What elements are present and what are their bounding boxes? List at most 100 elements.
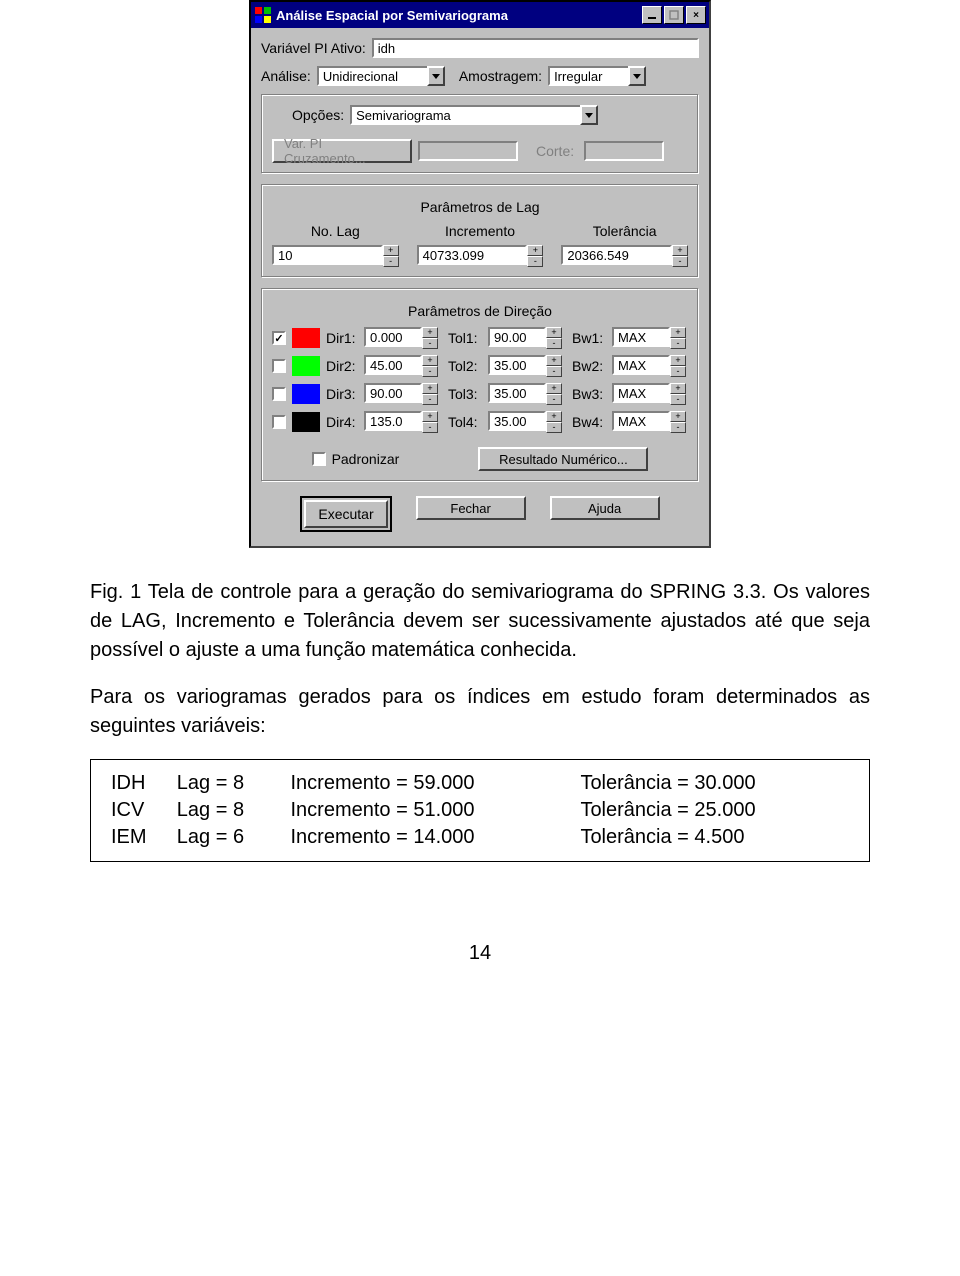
dir-spin[interactable]: 90.00+- [364,383,438,405]
direction-row: Dir3:90.00+-Tol3:35.00+-Bw3:MAX+- [272,383,688,405]
plus-icon[interactable]: + [546,355,562,366]
minus-icon[interactable]: - [546,394,562,405]
table-cell: IEM [107,824,173,851]
minus-icon[interactable]: - [527,256,543,267]
chevron-down-icon[interactable] [580,105,598,125]
dir-spin[interactable]: 0.000+- [364,327,438,349]
dir-checkbox[interactable]: ✓ [272,331,286,345]
lag-group: Parâmetros de Lag No. Lag 10 +- Incremen… [261,184,699,278]
minus-icon[interactable]: - [670,338,686,349]
dir-spin[interactable]: 45.00+- [364,355,438,377]
app-icon [254,6,272,24]
inc-spin[interactable]: 40733.099 +- [417,245,544,267]
minus-icon[interactable]: - [422,422,438,433]
analysis-dropdown[interactable]: Unidirecional [317,66,445,86]
minus-icon[interactable]: - [670,394,686,405]
minus-icon[interactable]: - [546,338,562,349]
plus-icon[interactable]: + [546,383,562,394]
button-bar: Executar Fechar Ajuda [261,496,699,532]
direction-group: Parâmetros de Direção ✓Dir1:0.000+-Tol1:… [261,288,699,482]
table-cell: Lag = 6 [173,824,287,851]
numeric-result-button[interactable]: Resultado Numérico... [478,447,648,471]
tol-value: 35.00 [494,358,527,373]
bw-spin[interactable]: MAX +- [612,411,686,433]
chevron-down-icon[interactable] [427,66,445,86]
minus-icon[interactable]: - [422,338,438,349]
bw-value: MAX [618,414,646,429]
plus-icon[interactable]: + [670,383,686,394]
plus-icon[interactable]: + [422,355,438,366]
direction-row: Dir4:135.0+-Tol4:35.00+-Bw4:MAX+- [272,411,688,433]
dir-checkbox[interactable] [272,387,286,401]
tol-spin[interactable]: 35.00+- [488,411,562,433]
tol-spin[interactable]: 90.00+- [488,327,562,349]
bw-value: MAX [618,358,646,373]
tol-label: Tol4: [448,414,482,430]
color-swatch [292,328,320,348]
execute-label: Executar [318,506,373,522]
dir-spin[interactable]: 135.0 +- [364,411,438,433]
plus-icon[interactable]: + [672,245,688,256]
no-lag-label: No. Lag [272,223,399,239]
minus-icon[interactable]: - [422,394,438,405]
minus-icon[interactable]: - [383,256,399,267]
tol-spin[interactable]: 35.00 +- [488,355,562,377]
close-button[interactable]: × [686,6,706,24]
tol-value: 35.00 [494,386,527,401]
minus-icon[interactable]: - [672,256,688,267]
minus-icon[interactable]: - [546,422,562,433]
minus-icon[interactable]: - [670,422,686,433]
close-dialog-button[interactable]: Fechar [416,496,526,520]
maximize-button[interactable] [664,6,684,24]
tol-value: 20366.549 [567,248,628,263]
table-cell: IDH [107,770,173,797]
bw-spin[interactable]: MAX+- [612,327,686,349]
plus-icon[interactable]: + [546,411,562,422]
dir-label: Dir2: [326,358,358,374]
options-label: Opções: [292,107,344,123]
standardize-checkbox[interactable] [312,452,326,466]
corte-label: Corte: [536,143,574,159]
table-row: ICVLag = 8Incremento = 51.000Tolerância … [107,797,853,824]
options-value: Semivariograma [356,108,451,123]
minimize-button[interactable] [642,6,662,24]
direction-row: Dir2:45.00+-Tol2:35.00+-Bw2:MAX+- [272,355,688,377]
plus-icon[interactable]: + [670,355,686,366]
plus-icon[interactable]: + [527,245,543,256]
bw-spin[interactable]: MAX+- [612,383,686,405]
help-button[interactable]: Ajuda [550,496,660,520]
dir-checkbox[interactable] [272,359,286,373]
minus-icon[interactable]: - [422,366,438,377]
dir-value: 135.0 [370,414,403,429]
plus-icon[interactable]: + [546,327,562,338]
plus-icon[interactable]: + [670,327,686,338]
table-row: IEMLag = 6Incremento = 14.000Tolerância … [107,824,853,851]
bw-label: Bw3: [572,386,606,402]
minus-icon[interactable]: - [546,366,562,377]
plus-icon[interactable]: + [422,327,438,338]
corte-field [584,141,664,161]
table-row: IDHLag = 8Incremento = 59.000Tolerância … [107,770,853,797]
inc-label: Incremento [417,223,544,239]
options-dropdown[interactable]: Semivariograma [350,105,598,125]
plus-icon[interactable]: + [383,245,399,256]
bw-spin[interactable]: MAX +- [612,355,686,377]
plus-icon[interactable]: + [422,411,438,422]
paragraph-2: Para os variogramas gerados para os índi… [90,683,870,741]
direction-row: ✓Dir1:0.000+-Tol1:90.00+-Bw1:MAX+- [272,327,688,349]
no-lag-spin[interactable]: 10 +- [272,245,399,267]
tol-spin[interactable]: 35.00 +- [488,383,562,405]
lag-section-title: Parâmetros de Lag [272,199,688,215]
dir-checkbox[interactable] [272,415,286,429]
execute-button[interactable]: Executar [300,496,391,532]
plus-icon[interactable]: + [670,411,686,422]
variable-input[interactable]: idh [372,38,699,58]
table-cell: ICV [107,797,173,824]
dir-section-title: Parâmetros de Direção [272,303,688,319]
tol-spin[interactable]: 20366.549 +- [561,245,688,267]
chevron-down-icon[interactable] [628,66,646,86]
minus-icon[interactable]: - [670,366,686,377]
sampling-dropdown[interactable]: Irregular [548,66,646,86]
tol-label: Tol1: [448,330,482,346]
plus-icon[interactable]: + [422,383,438,394]
